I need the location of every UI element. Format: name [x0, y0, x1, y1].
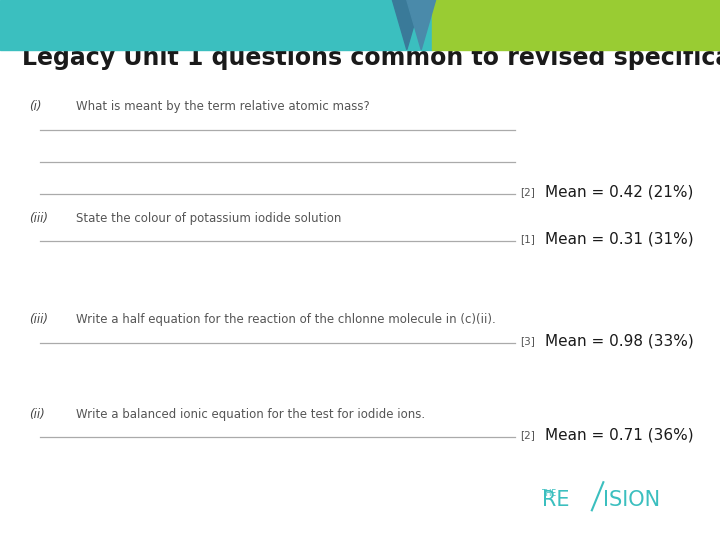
Text: What is meant by the term relative atomic mass?: What is meant by the term relative atomi…: [76, 100, 369, 113]
Text: [2]: [2]: [521, 187, 536, 197]
Text: Mean = 0.42 (21%): Mean = 0.42 (21%): [545, 185, 693, 200]
Text: Mean = 0.98 (33%): Mean = 0.98 (33%): [545, 333, 693, 348]
Text: (ii): (ii): [29, 408, 45, 421]
Text: (iii): (iii): [29, 313, 48, 326]
Text: RE: RE: [542, 490, 570, 510]
Text: Write a half equation for the reaction of the chlonne molecule in (c)(ii).: Write a half equation for the reaction o…: [76, 313, 495, 326]
Text: State the colour of potassium iodide solution: State the colour of potassium iodide sol…: [76, 212, 341, 225]
Text: (i): (i): [29, 100, 41, 113]
Text: Mean = 0.31 (31%): Mean = 0.31 (31%): [545, 232, 693, 247]
Text: THE: THE: [542, 489, 557, 498]
Text: ISION: ISION: [603, 490, 660, 510]
Text: Mean = 0.71 (36%): Mean = 0.71 (36%): [545, 428, 693, 443]
Text: [3]: [3]: [521, 336, 536, 346]
Text: Legacy Unit 1 questions common to revised specification: Legacy Unit 1 questions common to revise…: [22, 46, 720, 70]
Text: Write a balanced ionic equation for the test for iodide ions.: Write a balanced ionic equation for the …: [76, 408, 425, 421]
Text: [1]: [1]: [521, 234, 536, 244]
Text: [2]: [2]: [521, 430, 536, 440]
Text: (iii): (iii): [29, 212, 48, 225]
